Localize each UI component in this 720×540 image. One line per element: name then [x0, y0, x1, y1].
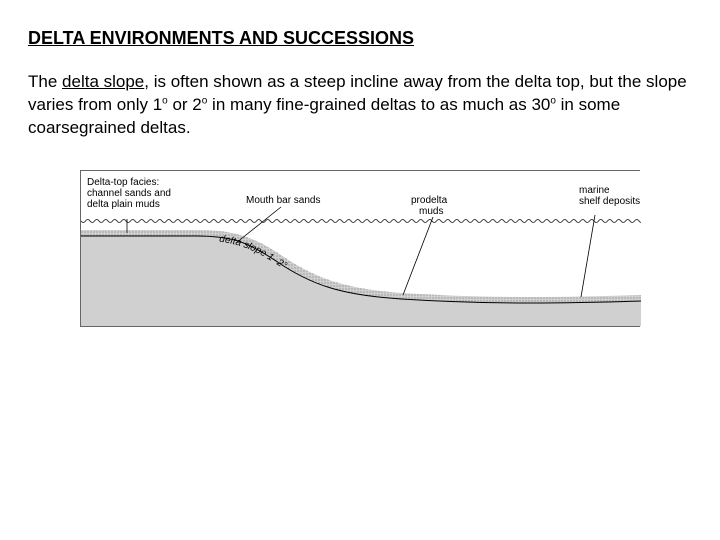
para-mid2: or 2: [168, 95, 202, 114]
svg-text:channel sands and: channel sands and: [87, 188, 171, 199]
term-delta-slope: delta slope: [62, 72, 144, 91]
svg-text:prodelta: prodelta: [411, 195, 448, 206]
svg-text:muds: muds: [419, 206, 443, 217]
para-mid3: in many fine-grained deltas to as much a…: [207, 95, 550, 114]
svg-text:marine: marine: [579, 185, 610, 196]
svg-text:Delta-top facies:: Delta-top facies:: [87, 177, 159, 188]
para-pre: The: [28, 72, 62, 91]
svg-text:delta plain muds: delta plain muds: [87, 199, 160, 210]
svg-text:shelf deposits: shelf deposits: [579, 196, 640, 207]
body-paragraph: The delta slope, is often shown as a ste…: [28, 71, 692, 140]
delta-cross-section-diagram: Delta-top facies:channel sands anddelta …: [80, 170, 640, 327]
svg-text:Mouth bar sands: Mouth bar sands: [246, 195, 321, 206]
page-heading: DELTA ENVIRONMENTS AND SUCCESSIONS: [28, 28, 692, 49]
